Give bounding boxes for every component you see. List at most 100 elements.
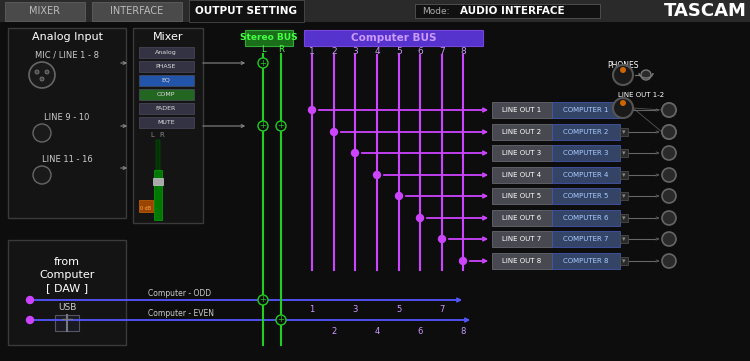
Text: [ DAW ]: [ DAW ]: [46, 283, 88, 293]
Circle shape: [416, 214, 424, 222]
Circle shape: [331, 129, 338, 135]
Bar: [139, 75, 194, 86]
Text: LINE OUT 1: LINE OUT 1: [503, 107, 542, 113]
Text: COMPUTER 7: COMPUTER 7: [563, 236, 609, 242]
Text: LINE OUT 7: LINE OUT 7: [503, 236, 542, 242]
Bar: [552, 167, 620, 183]
Bar: [492, 124, 552, 140]
Text: TASCAM: TASCAM: [664, 2, 746, 20]
Text: ▾: ▾: [622, 236, 626, 242]
Bar: [55, 315, 79, 331]
Text: 3: 3: [352, 305, 358, 314]
Circle shape: [276, 121, 286, 131]
Text: 0 dB: 0 dB: [140, 205, 152, 210]
Text: 5: 5: [396, 305, 402, 314]
Text: COMP: COMP: [157, 92, 176, 97]
Text: 3: 3: [352, 47, 358, 56]
Bar: [139, 47, 194, 58]
Bar: [620, 257, 628, 265]
Text: COMPUTER 8: COMPUTER 8: [563, 258, 609, 264]
Bar: [492, 102, 552, 118]
Circle shape: [439, 235, 446, 243]
Text: +: +: [278, 122, 284, 130]
Circle shape: [613, 98, 633, 118]
Circle shape: [662, 125, 676, 139]
Circle shape: [26, 317, 34, 323]
Text: LINE 9 - 10: LINE 9 - 10: [44, 113, 90, 122]
Text: ▾: ▾: [622, 107, 626, 113]
Bar: [139, 89, 194, 100]
Text: INTERFACE: INTERFACE: [110, 6, 164, 16]
Text: R: R: [278, 45, 284, 55]
Text: from: from: [54, 257, 80, 267]
Text: Stereo BUS: Stereo BUS: [240, 34, 298, 43]
Bar: [492, 188, 552, 204]
Text: COMPUTER 4: COMPUTER 4: [563, 172, 609, 178]
Circle shape: [258, 121, 268, 131]
Bar: [92, 2, 182, 21]
Bar: [620, 128, 628, 136]
Text: R: R: [160, 132, 164, 138]
Circle shape: [258, 58, 268, 68]
Text: 1: 1: [309, 47, 315, 56]
Bar: [620, 192, 628, 200]
Circle shape: [395, 192, 403, 200]
Text: Mode:: Mode:: [422, 6, 449, 16]
Bar: [492, 253, 552, 269]
Circle shape: [620, 100, 626, 106]
Text: 8: 8: [460, 326, 466, 335]
Bar: [552, 231, 620, 247]
Bar: [153, 178, 163, 185]
Text: LINE 11 - 16: LINE 11 - 16: [42, 156, 92, 165]
Text: LINE OUT 2: LINE OUT 2: [503, 129, 542, 135]
Text: 2: 2: [332, 326, 337, 335]
Circle shape: [29, 62, 55, 88]
Bar: [552, 124, 620, 140]
Bar: [139, 117, 194, 128]
Bar: [8, 28, 126, 218]
Bar: [133, 28, 203, 223]
Bar: [552, 145, 620, 161]
Bar: [139, 103, 194, 114]
Circle shape: [308, 106, 316, 113]
Circle shape: [460, 257, 466, 265]
Text: COMPUTER 3: COMPUTER 3: [563, 150, 609, 156]
Text: PHASE: PHASE: [156, 64, 176, 69]
Text: 5: 5: [396, 47, 402, 56]
Circle shape: [374, 171, 380, 178]
Circle shape: [662, 146, 676, 160]
Text: 7: 7: [440, 305, 445, 314]
Bar: [620, 235, 628, 243]
Text: ▾: ▾: [622, 150, 626, 156]
Circle shape: [352, 149, 358, 157]
Bar: [156, 140, 160, 190]
Bar: [304, 30, 483, 46]
Text: AUDIO INTERFACE: AUDIO INTERFACE: [460, 6, 565, 16]
Bar: [8, 240, 126, 345]
Text: COMPUTER 2: COMPUTER 2: [563, 129, 609, 135]
Bar: [492, 231, 552, 247]
Text: 8: 8: [460, 47, 466, 56]
Text: ▾: ▾: [622, 193, 626, 199]
Text: Analog Input: Analog Input: [32, 32, 103, 42]
Bar: [139, 61, 194, 72]
Bar: [245, 30, 293, 46]
Text: Computer - ODD: Computer - ODD: [148, 290, 211, 299]
Circle shape: [45, 70, 49, 74]
Bar: [620, 214, 628, 222]
Bar: [415, 4, 600, 18]
Circle shape: [662, 168, 676, 182]
Circle shape: [662, 211, 676, 225]
Text: +: +: [278, 316, 284, 325]
Text: OUTPUT SETTING: OUTPUT SETTING: [195, 6, 297, 16]
Bar: [620, 106, 628, 114]
Text: +: +: [260, 296, 266, 304]
Text: USB: USB: [58, 303, 76, 312]
Bar: [139, 200, 153, 212]
Text: COMPUTER 1: COMPUTER 1: [563, 107, 609, 113]
Circle shape: [662, 189, 676, 203]
Bar: [492, 167, 552, 183]
Circle shape: [662, 103, 676, 117]
Text: ▾: ▾: [622, 215, 626, 221]
Text: PHONES: PHONES: [608, 61, 639, 70]
